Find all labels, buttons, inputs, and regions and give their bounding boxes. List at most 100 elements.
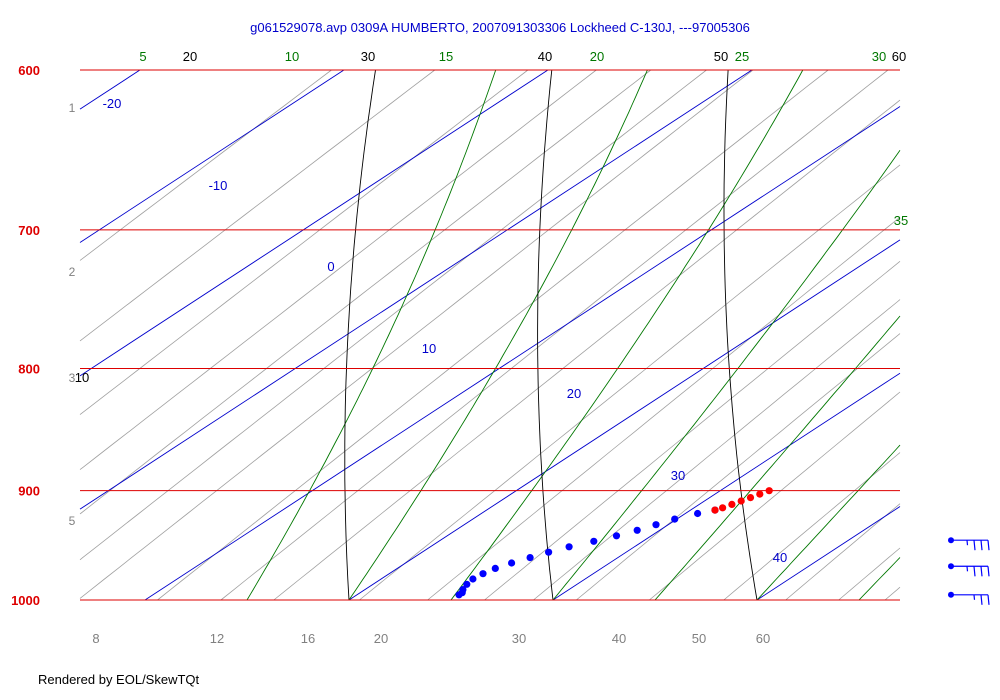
wind-barb-half-flag <box>973 594 976 600</box>
dewpoint-point <box>508 559 516 567</box>
dewpoint-point <box>694 509 702 518</box>
mixing-ratio-line <box>273 99 901 601</box>
isotherm-line <box>79 69 345 243</box>
isotherm-label: 10 <box>422 341 436 356</box>
temperature-point <box>737 497 745 505</box>
temperature-point <box>756 490 764 498</box>
dewpoint-point <box>526 554 534 562</box>
mixing-ratio-line <box>220 69 889 601</box>
isotherm-line <box>79 69 141 110</box>
mixing-ratio-label: 8 <box>92 631 99 646</box>
footer-credit: Rendered by EOL/SkewTQt <box>38 672 200 687</box>
dewpoint-point <box>633 526 641 534</box>
isotherm-label: 20 <box>567 386 581 401</box>
mixing-ratio-line <box>649 391 901 601</box>
dewpoint-point <box>479 570 487 578</box>
altitude-label: 5 <box>69 514 76 528</box>
axis-labels: 600 700 800 900 1000 -20 -10 0 10 20 30 40 20 30 40 50 6… <box>11 49 908 646</box>
wind-barb-half-flag <box>966 540 969 546</box>
moist-adiabat-label: 25 <box>735 49 749 64</box>
dewpoint-point <box>491 564 499 573</box>
wind-barb-flag <box>973 566 976 577</box>
wind-barb-flag <box>973 540 976 551</box>
sounding-profile <box>455 487 773 599</box>
isotherm-label: 30 <box>671 468 685 483</box>
dewpoint-point <box>469 575 477 583</box>
mixing-ratio-line <box>79 69 597 470</box>
chart-title: g061529078.avp 0309A HUMBERTO, 200709130… <box>250 20 750 35</box>
mixing-ratio-label: 50 <box>692 631 706 646</box>
temperature-point <box>746 494 755 502</box>
dewpoint-point <box>590 537 598 545</box>
isotherm-label: -20 <box>103 96 122 111</box>
altitude-label: 1 <box>69 101 76 115</box>
mixing-ratio-label: 20 <box>374 631 388 646</box>
dewpoint-point <box>545 548 553 556</box>
altitude-label: 2 <box>69 265 76 279</box>
wind-barb <box>948 591 990 605</box>
moist-adiabat-label: 30 <box>872 49 886 64</box>
wind-barb-flag <box>980 566 983 577</box>
isotherm-label: 0 <box>327 259 334 274</box>
dry-adiabat-line <box>344 69 376 601</box>
dry-adiabat-label: 20 <box>183 49 197 64</box>
dewpoint-point <box>612 532 621 540</box>
mixing-ratio-line <box>79 69 707 561</box>
isotherm-line <box>756 506 901 601</box>
moist-adiabat-label: 35 <box>894 213 908 228</box>
mixing-ratio-label: 60 <box>756 631 770 646</box>
temperature-point <box>711 506 719 514</box>
mixing-ratio-line <box>838 547 901 601</box>
isobar-lines <box>80 69 900 601</box>
dry-adiabat-label: 40 <box>538 49 552 64</box>
wind-barb-flag <box>987 540 990 551</box>
wind-barb <box>948 537 990 551</box>
pressure-label: 900 <box>18 484 40 499</box>
dewpoint-point <box>455 591 463 599</box>
mixing-ratio-line <box>427 216 901 601</box>
mixing-ratio-label: 12 <box>210 631 224 646</box>
pressure-label: 700 <box>18 223 40 238</box>
mixing-ratio-line <box>785 503 901 601</box>
mixing-ratio-lines <box>79 69 901 601</box>
isotherm-label: 40 <box>773 550 787 565</box>
mixing-ratio-label: 16 <box>301 631 315 646</box>
mixing-ratio-line <box>79 69 436 342</box>
mixing-ratio-line <box>484 260 901 601</box>
dry-adiabat-label: 50 <box>714 49 728 64</box>
moist-adiabat-line <box>756 444 901 601</box>
moist-adiabat-lines <box>246 69 901 601</box>
moist-adiabat-line <box>348 69 648 601</box>
dewpoint-point <box>565 543 573 551</box>
isotherm-line <box>79 69 549 377</box>
dry-adiabat-line <box>723 69 758 601</box>
wind-barb-flag <box>980 594 983 605</box>
isotherm-line <box>552 372 901 601</box>
mixing-ratio-line <box>79 69 652 515</box>
mixing-ratio-line <box>533 299 901 601</box>
moist-adiabat-line <box>858 557 901 601</box>
dry-adiabat-label: 60 <box>892 49 906 64</box>
wind-barb-flag <box>987 566 990 577</box>
isotherm-line <box>144 106 901 601</box>
isotherm-line <box>348 239 901 601</box>
mixing-ratio-line <box>884 586 901 601</box>
wind-barb-flag <box>980 540 983 551</box>
moist-adiabat-label: 5 <box>139 49 146 64</box>
dewpoint-point <box>671 515 679 523</box>
dewpoint-point <box>463 580 471 588</box>
temperature-point <box>719 504 727 512</box>
pressure-label: 600 <box>18 63 40 78</box>
isotherm-label: -10 <box>209 178 228 193</box>
wind-barbs <box>948 537 990 605</box>
moist-adiabat-line <box>552 150 901 601</box>
mixing-ratio-line <box>79 69 332 261</box>
moist-adiabat-line <box>450 69 804 601</box>
moist-adiabat-label: 10 <box>285 49 299 64</box>
moist-adiabat-label: 20 <box>590 49 604 64</box>
moist-adiabat-line <box>246 69 497 601</box>
mixing-ratio-label: 30 <box>512 631 526 646</box>
dewpoint-point <box>652 521 660 529</box>
wind-barb <box>948 563 990 577</box>
